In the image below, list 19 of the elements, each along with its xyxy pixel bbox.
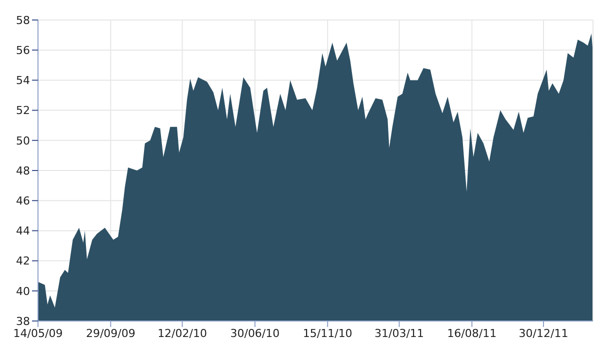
y-tick-label: 50 <box>16 134 30 148</box>
y-tick-label: 40 <box>16 284 30 298</box>
y-tick-label: 42 <box>16 254 30 268</box>
x-tick-label: 14/05/09 <box>13 326 63 340</box>
y-tick-label: 58 <box>16 14 30 27</box>
y-tick-label: 56 <box>16 44 30 58</box>
x-tick-label: 29/09/09 <box>86 326 136 340</box>
y-tick-label: 38 <box>16 314 30 328</box>
y-tick-label: 54 <box>16 74 30 88</box>
x-tick-label: 30/12/11 <box>518 326 568 340</box>
x-tick-label: 31/03/11 <box>374 326 424 340</box>
x-tick-label: 12/02/10 <box>158 326 207 340</box>
x-tick-label: 15/11/10 <box>302 326 352 340</box>
x-tick-label: 16/08/11 <box>447 326 497 340</box>
y-tick-label: 52 <box>16 104 30 118</box>
y-tick-label: 48 <box>16 164 30 178</box>
y-tick-label: 44 <box>16 224 30 238</box>
x-tick-label: 30/06/10 <box>230 326 280 340</box>
y-tick-label: 46 <box>16 194 30 208</box>
